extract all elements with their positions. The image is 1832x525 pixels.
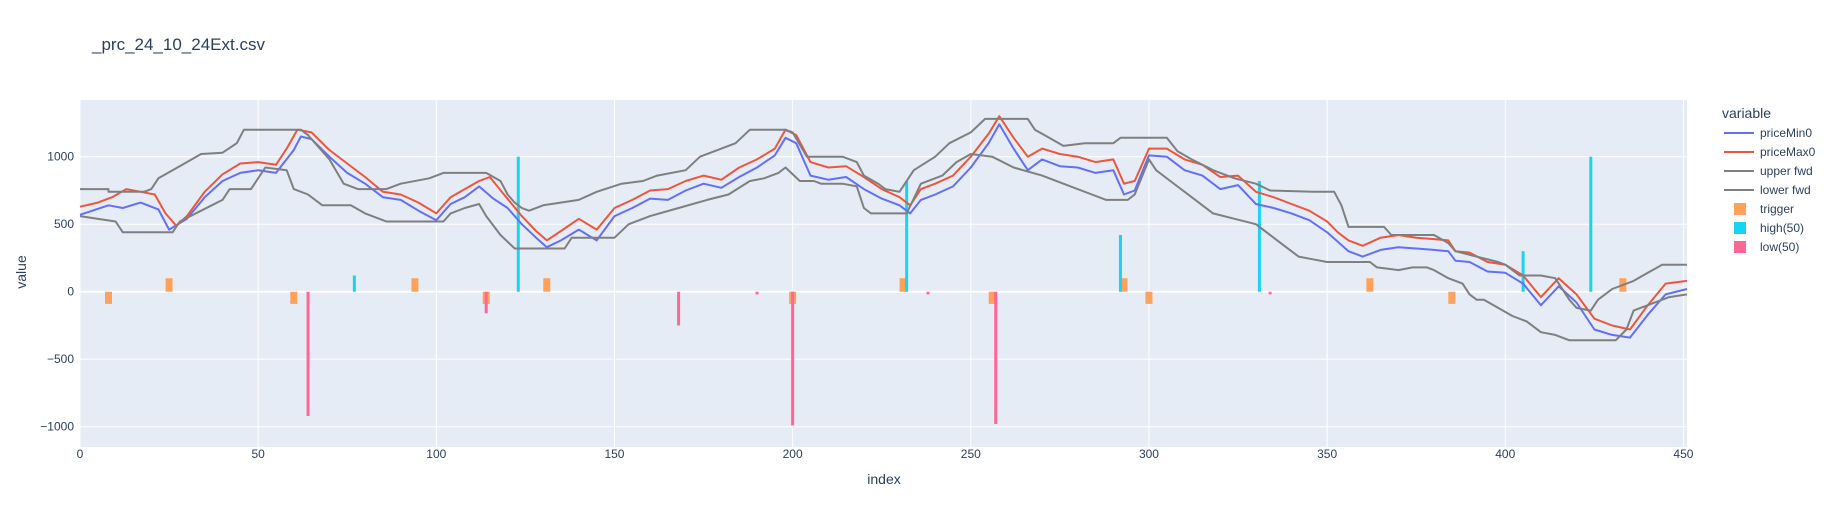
legend-swatch — [1734, 222, 1746, 234]
bar-trigger — [105, 291, 113, 304]
legend-swatch — [1734, 203, 1746, 215]
x-tick-label: 200 — [783, 447, 803, 461]
x-tick-label: 400 — [1495, 447, 1515, 461]
bar-trigger — [165, 278, 173, 292]
bar-trigger — [1120, 278, 1128, 292]
x-tick-label: 350 — [1317, 447, 1337, 461]
lines-layer — [79, 115, 1688, 342]
x-tick-label: 300 — [1139, 447, 1159, 461]
bar-trigger — [411, 278, 419, 292]
bar-low-50- — [1268, 291, 1272, 295]
bar-low-50- — [484, 291, 488, 314]
bar-low-50- — [306, 291, 310, 416]
x-tick-label: 100 — [426, 447, 446, 461]
series-line-pricemin0 — [79, 123, 1688, 339]
x-tick-label: 450 — [1673, 447, 1693, 461]
bar-high-50- — [516, 156, 520, 292]
y-tick-label: 0 — [67, 285, 74, 299]
legend-label: high(50) — [1760, 221, 1804, 235]
x-axis-title: index — [867, 471, 900, 487]
bars-layer — [105, 156, 1627, 426]
x-tick-label: 250 — [961, 447, 981, 461]
bar-trigger — [1366, 278, 1374, 292]
bar-low-50- — [926, 291, 930, 295]
legend-label: trigger — [1760, 202, 1794, 216]
x-tick-label: 150 — [604, 447, 624, 461]
y-axis-title: value — [13, 255, 29, 289]
bar-trigger — [1145, 291, 1153, 304]
bar-high-50- — [352, 275, 356, 292]
chart-title: _prc_24_10_24Ext.csv — [91, 35, 265, 54]
bar-trigger — [1448, 291, 1456, 304]
bar-trigger — [988, 291, 996, 304]
series-line-lower-fwd — [79, 153, 1688, 342]
bar-low-50- — [791, 291, 795, 426]
x-axis-ticks: 0 50 100 150 200 250 300 350 400 450 — [77, 447, 1694, 461]
legend-label: priceMax0 — [1760, 145, 1816, 159]
bar-low-50- — [994, 291, 998, 425]
legend-label: upper fwd — [1760, 164, 1813, 178]
legend-label: low(50) — [1760, 240, 1799, 254]
y-tick-label: −1000 — [40, 420, 74, 434]
plot-area — [80, 100, 1687, 447]
y-tick-label: 500 — [54, 217, 74, 231]
legend: variable priceMin0 priceMax0 upper fwd lowe… — [1722, 105, 1816, 254]
legend-label: priceMin0 — [1760, 126, 1812, 140]
legend-swatch — [1734, 241, 1746, 253]
x-tick-label: 50 — [251, 447, 265, 461]
bar-trigger — [543, 278, 551, 292]
bar-high-50- — [1257, 181, 1261, 292]
x-tick-label: 0 — [77, 447, 84, 461]
bar-high-50- — [905, 181, 909, 292]
bar-high-50- — [1521, 251, 1525, 292]
legend-title: variable — [1722, 105, 1771, 121]
y-axis-ticks: −1000 −500 0 500 1000 — [40, 150, 74, 434]
series-line-upper-fwd — [80, 117, 1687, 312]
y-tick-label: −500 — [47, 352, 74, 366]
bar-trigger — [290, 291, 298, 304]
legend-label: lower fwd — [1760, 183, 1811, 197]
y-tick-label: 1000 — [47, 150, 74, 164]
bar-low-50- — [677, 291, 681, 326]
bar-trigger — [899, 278, 907, 292]
bar-high-50- — [1589, 156, 1593, 292]
bar-low-50- — [755, 291, 759, 295]
bar-high-50- — [1118, 235, 1122, 292]
